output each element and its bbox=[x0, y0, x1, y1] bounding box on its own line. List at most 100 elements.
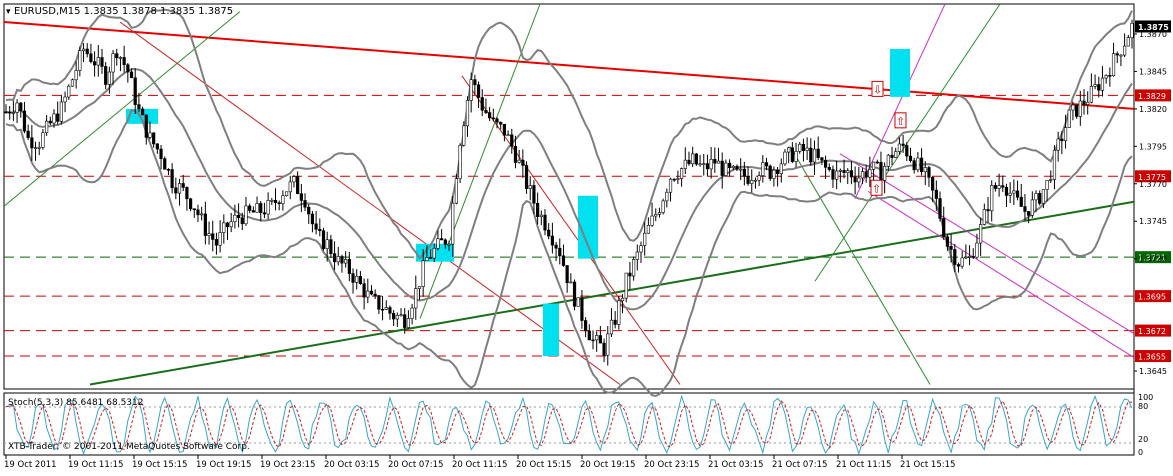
candle-body bbox=[70, 79, 75, 87]
candle-body bbox=[177, 183, 182, 194]
candle-body bbox=[775, 169, 780, 175]
candle-body bbox=[827, 167, 831, 170]
candle-body bbox=[613, 319, 617, 325]
candle-body bbox=[720, 160, 724, 176]
candle-body bbox=[783, 151, 787, 165]
candle-body bbox=[473, 79, 477, 86]
highlight-box bbox=[543, 303, 559, 357]
candle-body bbox=[632, 259, 636, 277]
candle-body bbox=[735, 165, 739, 170]
candle-body bbox=[185, 187, 189, 200]
candle-body bbox=[310, 213, 315, 225]
candle-body bbox=[606, 333, 610, 356]
candle-body bbox=[938, 198, 942, 219]
candle-body bbox=[823, 159, 828, 168]
candle-body bbox=[262, 212, 267, 215]
candle-body bbox=[993, 185, 998, 189]
candle-body bbox=[831, 169, 835, 180]
candle-body bbox=[392, 312, 396, 320]
candle-body bbox=[931, 176, 935, 191]
level-price-label: 1.3721 bbox=[1138, 254, 1166, 263]
candle-body bbox=[569, 281, 573, 284]
stochastic-indicator bbox=[4, 394, 1134, 456]
y-tick-label: 1.3645 bbox=[1139, 367, 1167, 376]
candle-body bbox=[794, 151, 798, 162]
candle-body bbox=[358, 275, 363, 284]
candle-body bbox=[236, 214, 241, 219]
candle-body bbox=[1097, 84, 1101, 91]
candle-body bbox=[476, 84, 481, 98]
candle-body bbox=[126, 64, 130, 73]
candle-body bbox=[192, 208, 196, 211]
candle-body bbox=[355, 275, 359, 283]
candle-body bbox=[742, 168, 746, 177]
candle-body bbox=[281, 195, 285, 205]
candle-body bbox=[967, 256, 972, 258]
candle-body bbox=[739, 168, 743, 171]
candle-body bbox=[764, 162, 769, 167]
candle-body bbox=[1012, 190, 1016, 194]
buy-arrow-icon-glyph: ⇧ bbox=[896, 115, 905, 128]
candle-body bbox=[912, 160, 916, 171]
candle-body bbox=[30, 137, 34, 149]
y-tick-label: 1.3770 bbox=[1139, 180, 1167, 189]
channel-line bbox=[3, 11, 241, 207]
candle-body bbox=[270, 200, 274, 202]
candle-body bbox=[934, 189, 938, 199]
candle-body bbox=[296, 176, 300, 195]
watermark: XTB-Trader, © 2001-2011 MetaQuotes Softw… bbox=[8, 442, 250, 452]
candle-body bbox=[26, 130, 30, 139]
candle-body bbox=[724, 162, 728, 176]
candle-body bbox=[336, 256, 340, 263]
candle-body bbox=[22, 110, 27, 132]
candle-body bbox=[11, 112, 15, 114]
channel-line bbox=[814, 3, 1001, 282]
symbol-info: EURUSD,M15 1.3835 1.3878 1.3835 1.3875 bbox=[14, 6, 233, 17]
candle-body bbox=[731, 165, 735, 168]
candle-body bbox=[702, 163, 706, 165]
x-tick-label: 19 Oct 19:15 bbox=[196, 460, 251, 470]
candle-body bbox=[1115, 53, 1119, 56]
candle-body bbox=[129, 71, 134, 79]
candle-body bbox=[835, 170, 839, 180]
x-tick-label: 20 Oct 15:15 bbox=[516, 460, 571, 470]
fan-line bbox=[461, 75, 681, 385]
candle-body bbox=[1045, 179, 1049, 190]
candle-body bbox=[727, 162, 732, 168]
candle-body bbox=[163, 158, 167, 170]
candle-body bbox=[307, 206, 311, 215]
candle-body bbox=[19, 102, 23, 112]
level-price-badge bbox=[1135, 324, 1171, 337]
candle-body bbox=[1078, 100, 1082, 117]
candle-body bbox=[868, 169, 872, 178]
candle-body bbox=[801, 143, 806, 151]
candle-body bbox=[905, 145, 909, 157]
candle-body bbox=[200, 213, 204, 216]
candle-body bbox=[277, 202, 281, 205]
x-tick-label: 20 Oct 03:15 bbox=[324, 460, 379, 470]
candle-body bbox=[417, 286, 422, 289]
candle-body bbox=[196, 209, 200, 216]
x-tick-label: 20 Oct 07:15 bbox=[388, 460, 443, 470]
level-price-badge bbox=[1135, 251, 1171, 264]
candle-body bbox=[314, 223, 318, 230]
candle-body bbox=[1019, 196, 1023, 207]
candle-body bbox=[465, 100, 470, 127]
candle-body bbox=[524, 165, 529, 189]
signal-arrows: ⇩ ⇧ ⇧ bbox=[870, 80, 907, 196]
candle-body bbox=[4, 111, 8, 114]
candle-body bbox=[56, 113, 60, 122]
candle-body bbox=[1034, 193, 1038, 201]
candle-body bbox=[351, 273, 355, 283]
candle-body bbox=[1001, 185, 1005, 188]
candle-body bbox=[506, 134, 510, 137]
candle-body bbox=[332, 253, 337, 263]
resistance-trendline bbox=[3, 20, 1135, 110]
candle-body bbox=[329, 239, 333, 255]
candle-body bbox=[646, 225, 650, 234]
candle-body bbox=[140, 108, 145, 116]
candle-body bbox=[273, 200, 278, 204]
candle-body bbox=[67, 85, 71, 98]
